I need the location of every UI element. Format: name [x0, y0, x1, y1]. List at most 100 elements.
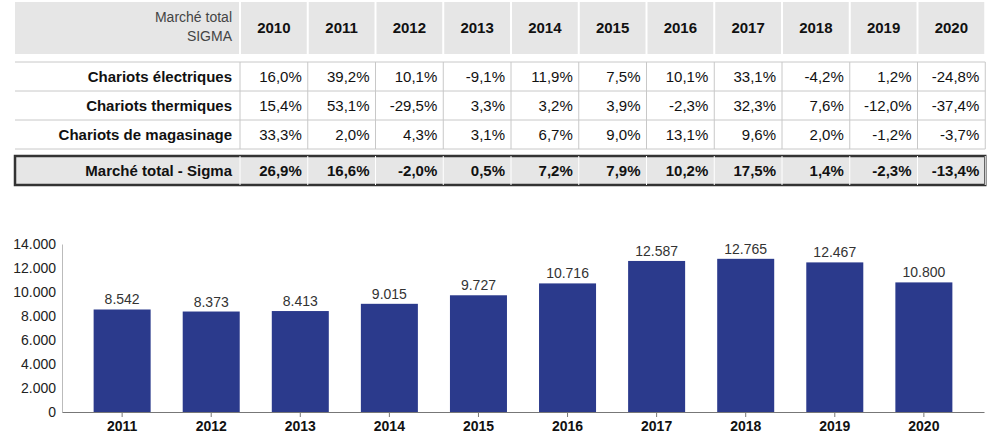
bar: [361, 304, 418, 412]
cell: 10,1%: [666, 68, 709, 85]
header-separator: [510, 2, 512, 54]
x-tick: 2016: [552, 412, 583, 434]
cell: 16,0%: [259, 68, 302, 85]
x-tick-label: 2017: [641, 418, 672, 434]
cell-separator: [917, 91, 918, 120]
cell-separator: [714, 156, 715, 185]
cell: 11,9%: [531, 68, 572, 85]
cell-separator: [307, 91, 308, 120]
data-label: 10.800: [902, 264, 945, 280]
cell-separator: [985, 156, 986, 185]
cell: 16,6%: [327, 162, 370, 179]
row-label: Marché total - Sigma: [85, 162, 232, 179]
cell: 1,2%: [877, 68, 911, 85]
total-row-background: [15, 156, 985, 185]
cell-separator: [782, 91, 783, 120]
cell-separator: [646, 156, 647, 185]
y-tick: 2.000: [21, 380, 62, 396]
column-header: 2011: [325, 19, 358, 36]
x-tick: 2014: [374, 412, 405, 434]
cell-separator: [849, 120, 850, 149]
y-tick: 12.000: [13, 260, 62, 276]
x-tick-label: 2019: [819, 418, 850, 434]
cell: -13,4%: [932, 162, 980, 179]
cell: -2,3%: [669, 97, 708, 114]
cell: -37,4%: [932, 97, 980, 114]
x-tick-label: 2020: [908, 418, 939, 434]
bar: [628, 261, 685, 412]
cell: 3,3%: [471, 97, 505, 114]
data-labels: 8.5428.3738.4139.0159.72710.71612.58712.…: [105, 241, 946, 310]
cell: 2,0%: [810, 126, 844, 143]
cell-separator: [714, 120, 715, 149]
cell-separator: [782, 62, 783, 91]
cell: -12,0%: [864, 97, 912, 114]
bar: [717, 259, 774, 412]
row-label: Chariots thermiques: [86, 97, 232, 114]
x-axis: 2011201220132014201520162017201820192020: [63, 412, 985, 434]
cell: 4,3%: [403, 126, 437, 143]
cell: -1,2%: [872, 126, 911, 143]
data-label: 8.373: [194, 294, 229, 310]
data-label: 9.727: [461, 277, 496, 293]
cell: 13,1%: [666, 126, 709, 143]
figure: Marché totalSIGMA20102011201220132014201…: [0, 0, 1000, 444]
cell: 9,6%: [742, 126, 776, 143]
header-background: [15, 2, 985, 54]
cell-separator: [511, 156, 512, 185]
cell: 7,6%: [810, 97, 844, 114]
x-tick: 2017: [641, 412, 672, 434]
bar: [539, 283, 596, 412]
x-tick: 2018: [730, 412, 761, 434]
x-tick: 2011: [107, 412, 138, 434]
data-label: 12.467: [813, 244, 856, 260]
column-header: 2014: [528, 19, 562, 36]
y-tick: 8.000: [21, 308, 62, 324]
cell: -3,7%: [940, 126, 979, 143]
row-separator: [15, 62, 985, 63]
cell: 9,0%: [606, 126, 640, 143]
cell: 15,4%: [259, 97, 302, 114]
x-tick-mark: [567, 412, 568, 417]
x-tick-mark: [923, 412, 924, 417]
cell: -29,5%: [390, 97, 438, 114]
cell-separator: [240, 91, 241, 120]
header-separator: [578, 2, 580, 54]
cell: 33,3%: [259, 126, 302, 143]
cell: 7,9%: [606, 162, 640, 179]
cell: 2,0%: [335, 126, 369, 143]
cell-separator: [985, 62, 986, 91]
cell: 3,9%: [606, 97, 640, 114]
cell-separator: [578, 120, 579, 149]
cell-separator: [375, 62, 376, 91]
column-header: 2018: [799, 19, 832, 36]
y-tick-label: 14.000: [13, 236, 56, 252]
column-header: 2015: [596, 19, 629, 36]
cell-separator: [307, 62, 308, 91]
column-header: 2012: [393, 19, 426, 36]
header-separator: [781, 2, 783, 54]
cell: 6,7%: [539, 126, 573, 143]
x-tick-label: 2014: [374, 418, 405, 434]
cell: -2,3%: [872, 162, 911, 179]
y-axis-line: [62, 245, 63, 413]
cell: 39,2%: [327, 68, 370, 85]
cell-separator: [511, 120, 512, 149]
x-tick: 2020: [908, 412, 939, 434]
cell-separator: [240, 120, 241, 149]
y-tick: 4.000: [21, 356, 62, 372]
cell-separator: [375, 156, 376, 185]
cell-separator: [375, 120, 376, 149]
cell-separator: [443, 62, 444, 91]
header-separator: [375, 2, 377, 54]
header-separator: [442, 2, 444, 54]
x-tick-mark: [656, 412, 657, 417]
cell: 17,5%: [733, 162, 776, 179]
cell-separator: [240, 156, 241, 185]
row-label: Chariots électriques: [88, 68, 232, 85]
cell: 7,5%: [606, 68, 640, 85]
y-tick-label: 12.000: [13, 260, 56, 276]
cell-separator: [307, 156, 308, 185]
cell: 0,5%: [471, 162, 505, 179]
x-tick-label: 2013: [285, 418, 316, 434]
